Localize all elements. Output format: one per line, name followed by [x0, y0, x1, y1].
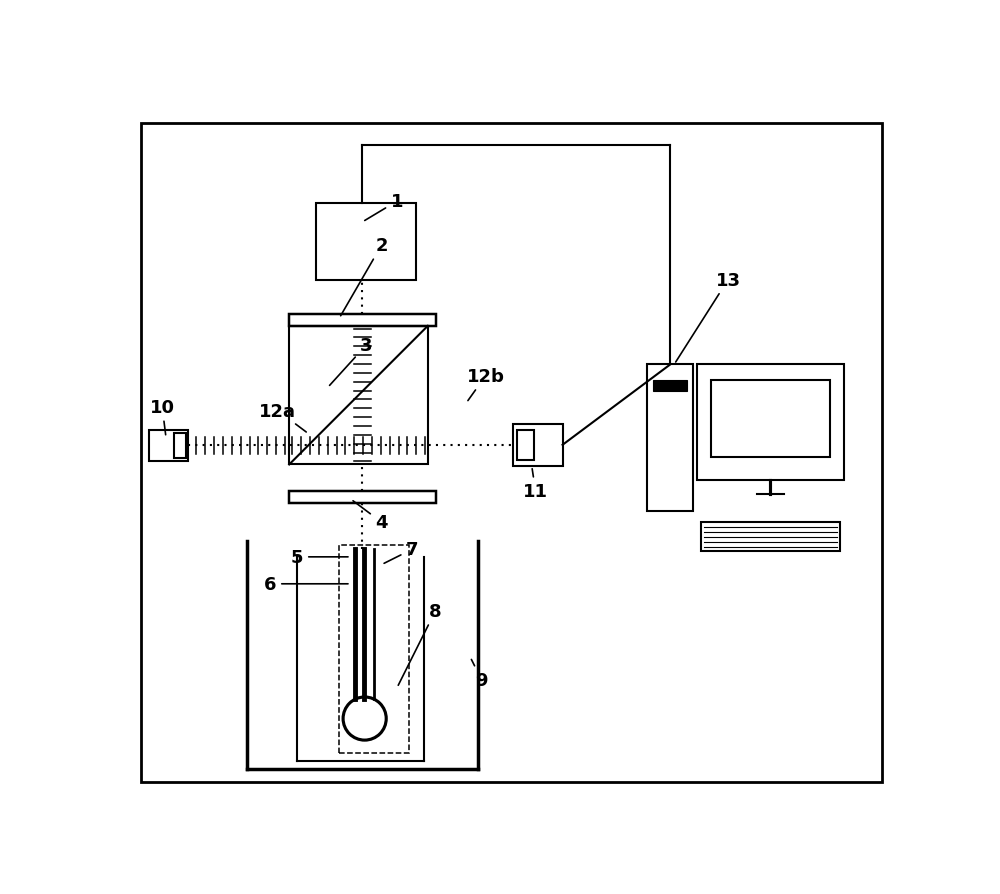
Text: 1: 1	[365, 193, 403, 221]
Bar	[517, 430, 534, 460]
Text: 9: 9	[471, 660, 488, 689]
Text: 11: 11	[523, 469, 548, 501]
Text: 8: 8	[398, 602, 442, 686]
Bar	[701, 523, 840, 552]
Text: 7: 7	[384, 541, 419, 564]
Bar	[647, 365, 693, 511]
Text: 10: 10	[150, 398, 175, 435]
Text: 3: 3	[330, 337, 372, 386]
Bar	[711, 380, 830, 457]
Bar	[316, 204, 416, 281]
Bar	[149, 430, 188, 461]
Text: 2: 2	[341, 237, 388, 316]
Bar	[289, 492, 436, 503]
Text: 13: 13	[676, 272, 741, 363]
Bar	[512, 424, 563, 467]
Text: 12a: 12a	[259, 402, 306, 433]
Text: 4: 4	[353, 502, 388, 532]
Bar	[339, 545, 409, 754]
Text: 5: 5	[291, 548, 348, 566]
Bar	[174, 434, 186, 458]
Text: 6: 6	[264, 575, 348, 593]
Text: 12b: 12b	[467, 367, 504, 401]
Bar	[289, 315, 436, 326]
Bar	[289, 326, 428, 465]
Bar	[697, 365, 844, 480]
Bar	[653, 380, 687, 392]
